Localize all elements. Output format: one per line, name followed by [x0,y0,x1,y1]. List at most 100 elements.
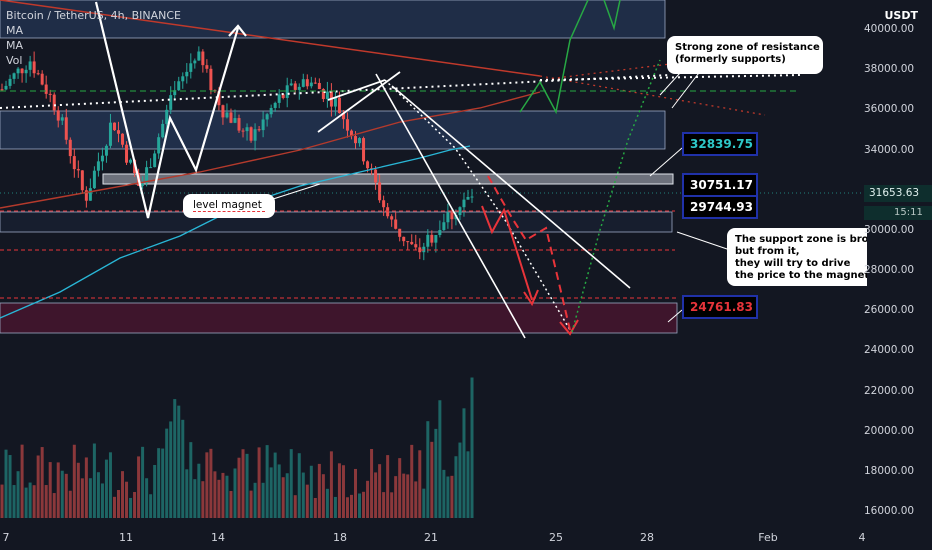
volume-bar [466,451,470,518]
candle-body [426,234,430,247]
price-tick: 26000.00 [864,304,915,317]
volume-bar [390,492,394,518]
candle-body [173,90,177,96]
volume-bar [145,478,149,518]
volume-bar [133,492,137,518]
volume-bar [358,493,362,518]
candle-body [362,138,366,162]
candle-body [325,91,329,99]
volume-bar [414,481,418,518]
candle-body [64,117,68,140]
volume-bar [285,473,289,518]
legend-volume[interactable]: Vol [6,54,23,67]
price-tick: 20000.00 [864,424,915,437]
candle-body [354,136,358,144]
candle-body [201,51,205,66]
candle-body [225,112,229,118]
candle-body [261,119,265,131]
candle-body [337,97,341,114]
candle-body [390,216,394,220]
candle-body [4,85,8,90]
volume-bar [370,449,374,518]
volume-bar [56,462,60,518]
volume-bar [341,465,345,518]
candle-body [181,76,185,82]
volume-bar [36,455,40,518]
volume-bar [249,490,253,518]
pattern-zigzag [94,1,240,219]
volume-bar [442,469,446,518]
volume-bar [237,457,241,518]
volume-bar [12,485,16,518]
volume-bar [225,475,229,518]
candle-body [341,113,345,120]
legend-ma-1[interactable]: MA [6,24,24,37]
volume-bar [454,456,458,518]
volume-bar [221,472,225,518]
target-zone [0,302,678,334]
candle-body [245,127,249,132]
candles-layer [0,46,474,261]
volume-bar [217,479,221,518]
price-tick: 34000.00 [864,143,915,156]
volume-bar [72,444,76,518]
volume-bar [28,482,32,518]
candle-body [205,65,209,69]
support-pointer [676,231,731,251]
volume-bar [418,450,422,518]
volume-bar [165,428,169,518]
resistance-note-line-1: Strong zone of resistance [675,42,820,53]
candle-body [193,60,197,64]
candle-body [12,73,16,79]
volume-bar [229,491,233,518]
date-tick: 4 [858,531,866,544]
date-tick: 28 [640,531,654,544]
candle-body [76,169,80,171]
legend-ma-2[interactable]: MA [6,39,24,52]
volume-bar [366,480,370,518]
support-note-line-1: The support zone is brok [735,234,867,245]
volume-bar [426,421,430,518]
volume-bar [337,463,341,518]
candle-body [301,79,305,87]
candle-body [88,188,92,201]
volume-bar [430,441,434,518]
candle-body [100,155,104,162]
candle-body [418,247,422,253]
candle-body [293,83,297,90]
candle-body [462,199,466,208]
candle-body [273,102,277,108]
volume-bar [309,465,313,518]
volume-bar [410,444,414,518]
volume-bar [333,496,337,518]
volume-bar [354,468,358,518]
volume-bar [402,473,406,518]
candle-body [398,228,402,237]
candle-body [446,212,450,223]
candle-body [345,119,349,131]
candle-body [470,196,474,198]
volume-bar [0,484,4,518]
candle-body [60,117,64,121]
volume-bar [48,462,52,518]
volume-bar [189,442,193,518]
symbol-title: Bitcoin / TetherUS, 4h, BINANCE [6,9,182,22]
candle-body [52,94,56,111]
candle-body [197,51,201,61]
date-tick: 18 [333,531,347,544]
price-tick: 18000.00 [864,464,915,477]
volume-bar [112,496,116,518]
volume-bar [253,482,257,518]
candle-body [8,78,12,86]
candle-body [40,73,44,85]
forecast-red-dashed [487,175,571,331]
volume-bar [177,405,181,518]
candle-body [157,137,161,154]
candle-body [285,85,289,98]
level-box-24761: 24761.83 [682,295,758,319]
forecast-red-arrowhead-2 [559,319,579,336]
volume-bar [398,458,402,518]
dotted-projection [384,79,571,331]
candle-body [169,95,173,110]
